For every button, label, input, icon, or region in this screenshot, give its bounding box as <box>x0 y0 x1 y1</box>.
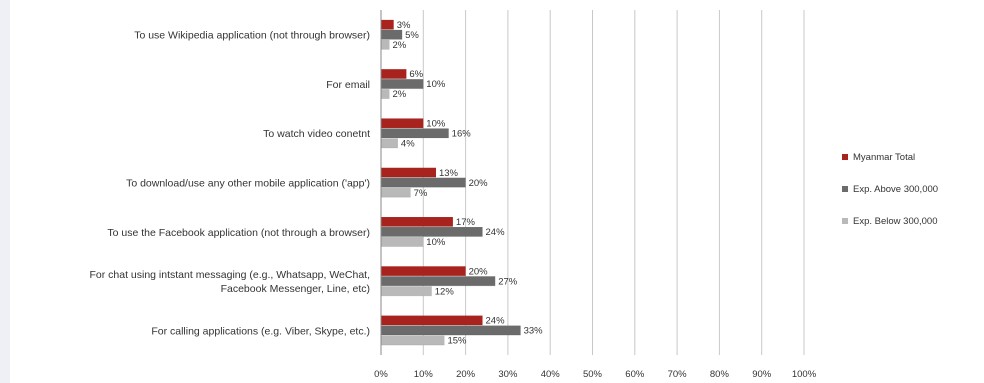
value-label: 20% <box>469 266 489 277</box>
bar <box>381 266 466 276</box>
value-label: 27% <box>498 276 518 287</box>
legend-swatch <box>842 186 848 192</box>
value-labels: 3%5%2%6%10%2%10%16%4%13%20%7%17%24%10%20… <box>392 20 543 347</box>
value-label: 4% <box>401 138 415 149</box>
value-label: 7% <box>414 188 428 199</box>
value-label: 16% <box>452 128 472 139</box>
category-label: To download/use any other mobile applica… <box>126 178 370 190</box>
bar <box>381 315 483 326</box>
legend-label: Exp. Above 300,000 <box>853 184 938 195</box>
bar <box>381 227 483 237</box>
value-label: 15% <box>447 336 467 347</box>
value-label: 13% <box>439 168 459 179</box>
bar <box>381 118 424 128</box>
value-label: 17% <box>456 217 476 228</box>
category-label: To use the Facebook application (not thr… <box>107 227 370 239</box>
bar <box>381 138 398 148</box>
value-label: 24% <box>486 227 506 238</box>
legend-label: Exp. Below 300,000 <box>853 216 938 227</box>
x-tick-label: 20% <box>456 369 476 380</box>
x-tick-label: 100% <box>792 369 817 380</box>
legend-label: Myanmar Total <box>853 152 915 163</box>
value-label: 10% <box>426 118 446 129</box>
bar <box>381 19 394 30</box>
bar <box>381 69 407 79</box>
x-tick-label: 90% <box>752 369 772 380</box>
bar <box>381 325 521 336</box>
x-tick-labels: 0% 10% 20% 30% 40% 50% 60% 70% 80% 90% 100% <box>374 369 817 380</box>
value-label: 3% <box>397 20 411 31</box>
bar <box>381 89 390 99</box>
x-tick-label: 70% <box>668 369 688 380</box>
category-label: For calling applications (e.g. Viber, Sk… <box>151 325 370 337</box>
value-label: 2% <box>392 89 406 100</box>
bar <box>381 217 453 227</box>
legend-swatch <box>842 154 848 160</box>
left-panel-edge <box>0 0 10 383</box>
x-tick-label: 60% <box>625 369 645 380</box>
bar <box>381 167 436 178</box>
bar <box>381 335 445 346</box>
value-label: 10% <box>426 79 446 90</box>
bar <box>381 177 466 188</box>
value-label: 6% <box>409 69 423 80</box>
bar <box>381 187 411 198</box>
bar <box>381 276 496 286</box>
legend: Myanmar Total Exp. Above 300,000 Exp. Belo… <box>842 152 938 227</box>
value-label: 5% <box>405 30 419 41</box>
value-label: 2% <box>392 40 406 51</box>
bar <box>381 286 432 296</box>
value-label: 20% <box>469 178 489 189</box>
bars <box>381 19 521 346</box>
category-labels: To use Wikipedia application (not throug… <box>89 30 370 338</box>
bar <box>381 29 403 40</box>
category-label: To watch video conetnt <box>263 128 370 140</box>
value-label: 33% <box>524 326 544 337</box>
category-label: For chat using intstant messaging (e.g.,… <box>89 269 370 295</box>
bar <box>381 79 424 89</box>
x-tick-label: 10% <box>414 369 434 380</box>
legend-swatch <box>842 218 848 224</box>
x-tick-label: 80% <box>710 369 730 380</box>
category-label: To use Wikipedia application (not throug… <box>134 30 370 42</box>
x-tick-label: 50% <box>583 369 603 380</box>
value-label: 10% <box>426 237 446 248</box>
x-tick-label: 0% <box>374 369 388 380</box>
bar <box>381 128 449 138</box>
bar <box>381 237 424 247</box>
x-tick-label: 40% <box>541 369 561 380</box>
bar <box>381 39 390 50</box>
value-label: 12% <box>435 286 455 297</box>
x-tick-label: 30% <box>498 369 518 380</box>
category-label: For email <box>326 79 370 91</box>
value-label: 24% <box>486 316 506 327</box>
